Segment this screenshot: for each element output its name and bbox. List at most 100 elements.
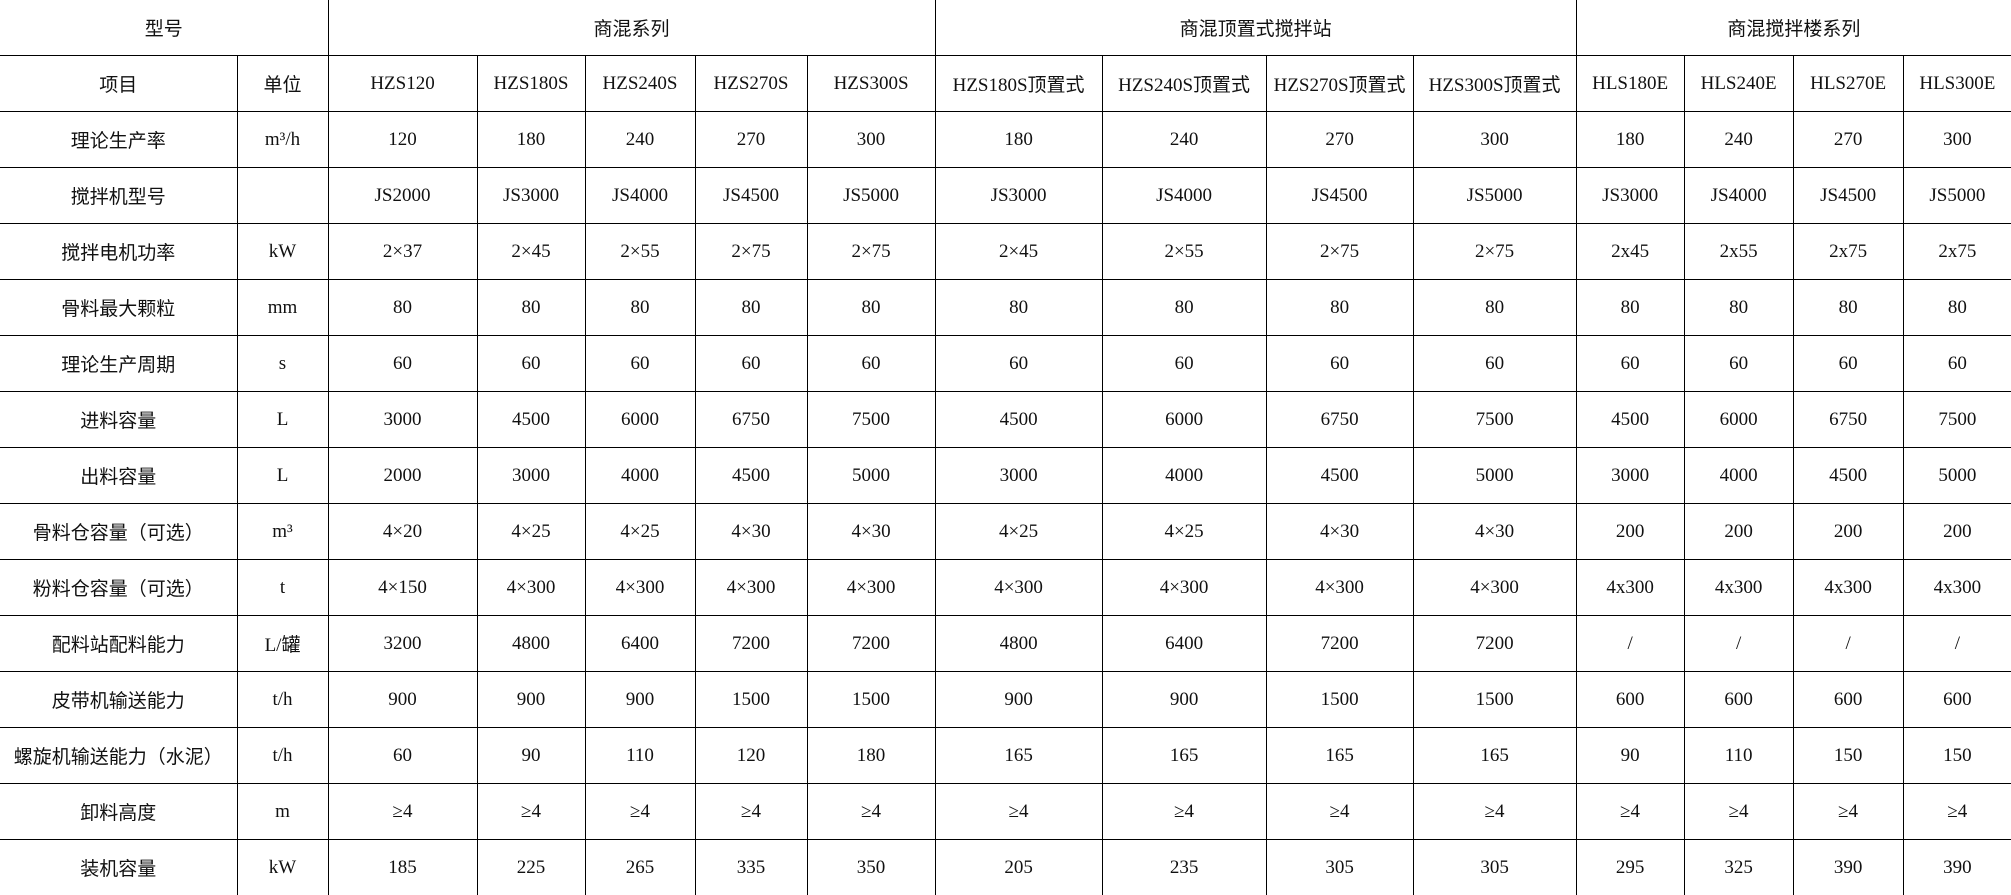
- value-cell: 4×25: [477, 504, 585, 560]
- value-cell: 80: [1684, 280, 1793, 336]
- value-cell: 200: [1684, 504, 1793, 560]
- value-cell: 2×45: [477, 224, 585, 280]
- value-cell: 240: [585, 112, 695, 168]
- value-cell: 165: [1102, 728, 1266, 784]
- value-cell: 265: [585, 840, 695, 895]
- value-cell: ≥4: [1413, 784, 1576, 840]
- value-cell: 270: [695, 112, 807, 168]
- item-cell: 骨料最大颗粒: [0, 280, 237, 336]
- value-cell: 5000: [1903, 448, 2011, 504]
- value-cell: JS4500: [695, 168, 807, 224]
- item-cell: 理论生产周期: [0, 336, 237, 392]
- value-cell: 90: [1576, 728, 1684, 784]
- item-cell: 理论生产率: [0, 112, 237, 168]
- value-cell: 1500: [807, 672, 935, 728]
- item-cell: 搅拌电机功率: [0, 224, 237, 280]
- value-cell: 900: [935, 672, 1102, 728]
- value-cell: 80: [1266, 280, 1413, 336]
- model-header: HZS270S: [695, 56, 807, 112]
- value-cell: 7500: [1903, 392, 2011, 448]
- value-cell: 4×300: [1413, 560, 1576, 616]
- value-cell: 80: [1413, 280, 1576, 336]
- value-cell: 6750: [1793, 392, 1903, 448]
- value-cell: 60: [695, 336, 807, 392]
- value-cell: 60: [585, 336, 695, 392]
- value-cell: 4500: [695, 448, 807, 504]
- value-cell: 80: [807, 280, 935, 336]
- group-header: 商混系列: [328, 0, 935, 56]
- value-cell: 2×55: [1102, 224, 1266, 280]
- unit-cell: t/h: [237, 672, 328, 728]
- value-cell: ≥4: [935, 784, 1102, 840]
- value-cell: 4×300: [807, 560, 935, 616]
- value-cell: ≥4: [477, 784, 585, 840]
- value-cell: 6000: [1102, 392, 1266, 448]
- item-cell: 粉料仓容量（可选）: [0, 560, 237, 616]
- value-cell: 305: [1413, 840, 1576, 895]
- value-cell: 150: [1903, 728, 2011, 784]
- unit-label: 单位: [237, 56, 328, 112]
- value-cell: 4×30: [1413, 504, 1576, 560]
- value-cell: 6400: [1102, 616, 1266, 672]
- value-cell: 335: [695, 840, 807, 895]
- value-cell: JS4500: [1266, 168, 1413, 224]
- value-cell: 4x300: [1903, 560, 2011, 616]
- value-cell: 900: [328, 672, 477, 728]
- value-cell: 1500: [695, 672, 807, 728]
- item-cell: 进料容量: [0, 392, 237, 448]
- value-cell: JS5000: [807, 168, 935, 224]
- value-cell: ≥4: [1793, 784, 1903, 840]
- value-cell: 4×300: [695, 560, 807, 616]
- value-cell: 300: [807, 112, 935, 168]
- value-cell: 2×75: [807, 224, 935, 280]
- value-cell: 4000: [1102, 448, 1266, 504]
- item-cell: 搅拌机型号: [0, 168, 237, 224]
- value-cell: 200: [1576, 504, 1684, 560]
- value-cell: 3000: [935, 448, 1102, 504]
- value-cell: 110: [585, 728, 695, 784]
- value-cell: 80: [695, 280, 807, 336]
- value-cell: 4x300: [1576, 560, 1684, 616]
- model-header: HLS240E: [1684, 56, 1793, 112]
- value-cell: 80: [1576, 280, 1684, 336]
- value-cell: JS4000: [585, 168, 695, 224]
- value-cell: 600: [1793, 672, 1903, 728]
- item-cell: 卸料高度: [0, 784, 237, 840]
- value-cell: 60: [1793, 336, 1903, 392]
- value-cell: 4500: [1576, 392, 1684, 448]
- value-cell: 305: [1266, 840, 1413, 895]
- value-cell: 4x300: [1793, 560, 1903, 616]
- value-cell: 80: [1903, 280, 2011, 336]
- value-cell: ≥4: [695, 784, 807, 840]
- value-cell: 3000: [1576, 448, 1684, 504]
- model-header: HLS300E: [1903, 56, 2011, 112]
- value-cell: 300: [1413, 112, 1576, 168]
- value-cell: 2000: [328, 448, 477, 504]
- value-cell: /: [1903, 616, 2011, 672]
- value-cell: 4×300: [477, 560, 585, 616]
- item-cell: 螺旋机输送能力（水泥）: [0, 728, 237, 784]
- value-cell: JS2000: [328, 168, 477, 224]
- value-cell: 6750: [695, 392, 807, 448]
- value-cell: 180: [935, 112, 1102, 168]
- model-header: HZS180S: [477, 56, 585, 112]
- value-cell: 390: [1793, 840, 1903, 895]
- value-cell: 7200: [695, 616, 807, 672]
- value-cell: 4x300: [1684, 560, 1793, 616]
- value-cell: 4000: [585, 448, 695, 504]
- value-cell: ≥4: [1102, 784, 1266, 840]
- value-cell: 4×25: [585, 504, 695, 560]
- unit-cell: m³/h: [237, 112, 328, 168]
- value-cell: 4×300: [585, 560, 695, 616]
- value-cell: 2×37: [328, 224, 477, 280]
- value-cell: 4×20: [328, 504, 477, 560]
- value-cell: 900: [585, 672, 695, 728]
- unit-cell: [237, 168, 328, 224]
